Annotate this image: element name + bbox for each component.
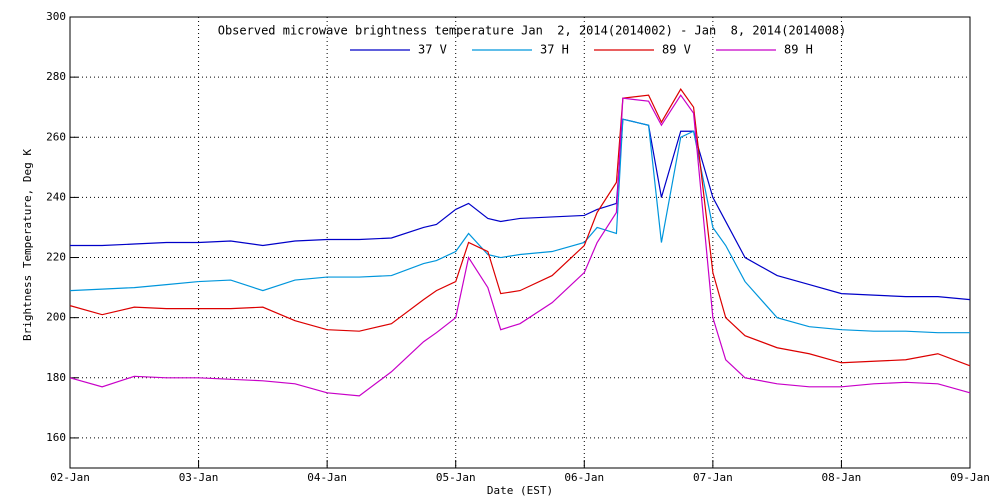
series-line [69, 94, 971, 397]
legend-label: 89 H [784, 43, 813, 57]
x-tick-label: 08-Jan [822, 471, 862, 484]
y-tick-label: 300 [46, 10, 66, 23]
x-tick-label: 04-Jan [307, 471, 347, 484]
y-axis-label: Brightness Temperature, Deg K [21, 149, 34, 341]
x-tick-label: 09-Jan [950, 471, 990, 484]
legend-label: 89 V [662, 43, 691, 57]
y-tick-label: 240 [46, 190, 66, 203]
y-tick-label: 160 [46, 431, 66, 444]
y-tick-label: 200 [46, 311, 66, 324]
x-tick-label: 02-Jan [50, 471, 90, 484]
legend-label: 37 V [418, 43, 447, 57]
y-tick-label: 280 [46, 70, 66, 83]
x-axis-label: Date (EST) [487, 484, 553, 497]
x-tick-label: 05-Jan [436, 471, 476, 484]
series-line [70, 118, 971, 301]
x-tick-label: 03-Jan [179, 471, 219, 484]
legend-label: 37 H [540, 43, 569, 57]
x-tick-label: 07-Jan [693, 471, 733, 484]
y-tick-label: 220 [46, 251, 66, 264]
chart-title: Observed microwave brightness temperatur… [218, 24, 847, 38]
y-tick-label: 180 [46, 371, 66, 384]
y-tick-label: 260 [46, 130, 66, 143]
series-line [69, 118, 970, 334]
plot-frame [69, 16, 971, 469]
series-line [69, 88, 971, 367]
x-tick-label: 06-Jan [564, 471, 604, 484]
